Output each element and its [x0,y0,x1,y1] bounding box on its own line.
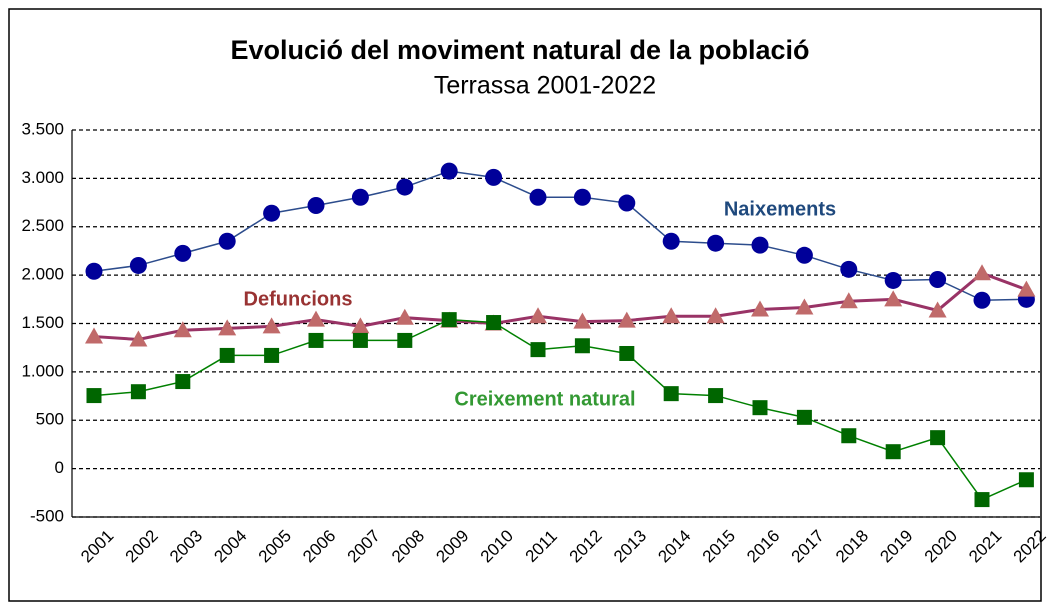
point [707,234,725,252]
point [708,388,724,404]
point [85,327,103,344]
point [352,332,368,348]
point [573,312,592,329]
point [307,196,325,214]
point [396,178,414,196]
y-tick-label: 3.500 [21,119,64,138]
chart-border [8,8,1042,602]
point [218,319,237,336]
point [351,317,370,334]
point [573,188,591,206]
point [174,244,192,262]
point [263,204,281,222]
series-label: Naixements [724,198,836,220]
point [307,310,325,327]
point [351,188,369,206]
y-tick-label: 1.500 [21,313,64,332]
series-line [93,271,1027,341]
point [1017,280,1036,297]
point [663,386,679,402]
point [930,430,946,446]
series-label: Defuncions [244,288,353,310]
point [929,270,947,288]
point [530,342,546,358]
point [795,246,813,264]
series-line [93,318,1027,501]
point [395,308,414,325]
y-tick-label: 2.000 [21,265,64,284]
point [129,330,148,347]
point [529,307,547,324]
point [751,300,769,317]
point [1018,472,1034,488]
y-tick-label: 500 [36,410,64,429]
y-tick-label: 0 [55,458,64,477]
point [574,338,590,354]
point [884,271,902,289]
point [485,168,503,186]
point [218,232,236,250]
point [175,374,191,390]
chart-subtitle: Terrassa 2001-2022 [434,72,656,100]
point [928,301,947,318]
point [219,347,235,363]
point [751,236,769,254]
point [619,345,635,361]
point [130,384,146,400]
y-tick-label: 3.000 [21,168,64,187]
point [973,264,991,281]
point [662,232,680,250]
point [662,307,681,324]
point [486,315,502,331]
point [618,194,636,212]
point [841,428,857,444]
point [264,347,280,363]
point [85,262,103,280]
point [397,332,413,348]
point [839,292,858,309]
series-line [93,170,1027,302]
point [752,400,768,416]
point [795,298,814,315]
point [308,332,324,348]
series-label: Creixement natural [454,388,635,410]
chart-title: Evolució del moviment natural de la pobl… [230,35,809,65]
y-tick-label: 1.000 [21,361,64,380]
point [262,317,281,334]
y-tick-label: -500 [30,506,64,525]
point [796,409,812,425]
point [441,312,457,328]
point [86,388,102,404]
point [617,311,636,328]
y-tick-label: 2.500 [21,216,64,235]
point [129,256,147,274]
point [706,307,725,324]
point [173,321,192,338]
point [529,188,547,206]
point [974,492,990,508]
point [884,290,903,307]
point [885,444,901,460]
point [973,291,991,309]
point [840,260,858,278]
point [440,162,458,180]
